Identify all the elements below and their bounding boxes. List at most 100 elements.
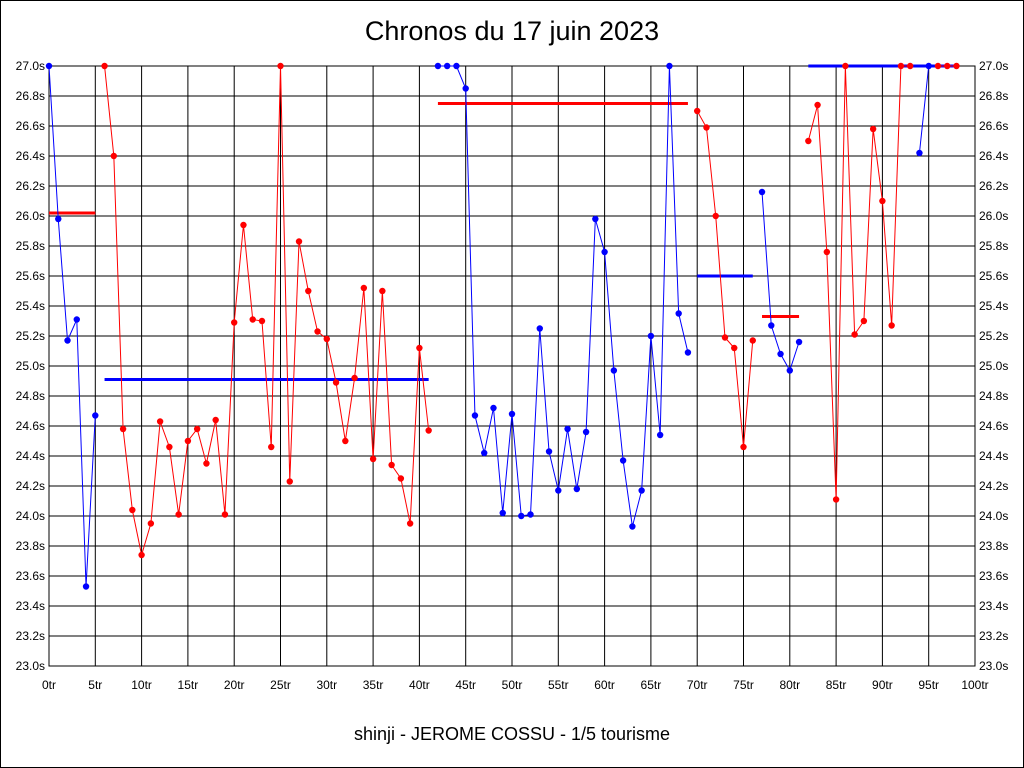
data-point <box>231 319 238 326</box>
x-tick-label: 90tr <box>872 678 893 692</box>
data-point <box>129 506 136 514</box>
data-point <box>805 137 812 145</box>
data-point <box>768 322 775 329</box>
data-point <box>443 62 451 70</box>
y-tick-label-left: 24.0s <box>16 509 45 523</box>
data-point <box>92 412 99 419</box>
y-tick-label-right: 25.0s <box>979 359 1008 373</box>
x-tick-label: 15tr <box>178 678 199 692</box>
y-tick-label-left: 23.6s <box>16 569 45 583</box>
data-point <box>666 62 673 70</box>
data-point <box>277 62 284 70</box>
x-tick-label: 0tr <box>42 678 56 692</box>
y-tick-label-left: 27.0s <box>16 59 45 73</box>
data-point <box>193 425 201 433</box>
data-point <box>258 317 266 325</box>
data-point <box>610 367 618 374</box>
x-tick-label: 65tr <box>641 678 662 692</box>
data-point <box>564 425 571 433</box>
data-point <box>888 322 895 329</box>
data-point <box>555 487 562 494</box>
y-tick-label-left: 25.4s <box>16 299 45 313</box>
y-tick-label-left: 26.0s <box>16 209 45 223</box>
data-point <box>712 212 719 220</box>
data-point <box>332 379 340 386</box>
y-tick-label-left: 24.8s <box>16 389 45 403</box>
data-point <box>55 215 62 223</box>
data-point <box>360 284 368 292</box>
x-tick-label: 20tr <box>224 678 245 692</box>
data-point <box>175 511 182 518</box>
data-point <box>481 449 488 457</box>
data-point <box>453 62 460 70</box>
y-tick-label-left: 23.0s <box>16 659 45 673</box>
data-point <box>619 457 627 464</box>
y-tick-label-left: 24.4s <box>16 449 45 463</box>
y-tick-label-left: 25.8s <box>16 239 45 253</box>
y-tick-label-right: 24.0s <box>979 509 1008 523</box>
x-tick-label: 5tr <box>88 678 102 692</box>
data-point <box>944 62 951 70</box>
data-point <box>471 412 479 419</box>
x-tick-label: 75tr <box>733 678 754 692</box>
data-point <box>601 248 608 256</box>
data-point <box>406 520 414 527</box>
data-point <box>592 215 599 223</box>
y-tick-label-left: 23.4s <box>16 599 45 613</box>
data-point <box>777 350 784 358</box>
y-tick-label-right: 25.2s <box>979 329 1008 343</box>
data-point <box>156 418 164 425</box>
data-point <box>110 152 118 160</box>
data-point <box>684 349 692 356</box>
data-point <box>379 287 386 295</box>
data-point <box>832 496 840 503</box>
data-point <box>675 310 682 317</box>
data-point <box>703 124 710 131</box>
data-point <box>268 443 275 451</box>
y-tick-label-left: 25.6s <box>16 269 45 283</box>
x-tick-label: 40tr <box>409 678 430 692</box>
y-tick-label-right: 23.0s <box>979 659 1008 673</box>
data-point <box>795 338 803 346</box>
data-point <box>462 85 469 92</box>
data-point <box>249 316 256 323</box>
y-tick-label-left: 26.4s <box>16 149 45 163</box>
y-tick-label-right: 26.4s <box>979 149 1008 163</box>
data-point <box>101 62 108 70</box>
y-tick-label-left: 26.8s <box>16 89 45 103</box>
data-point <box>869 125 877 133</box>
y-tick-label-right: 25.4s <box>979 299 1008 313</box>
x-tick-label: 60tr <box>594 678 615 692</box>
data-point <box>221 511 229 518</box>
data-point <box>814 101 821 109</box>
data-point <box>731 344 738 352</box>
data-point <box>369 455 377 463</box>
y-tick-label-right: 25.6s <box>979 269 1008 283</box>
average-lines <box>49 64 957 381</box>
series-line <box>48 65 96 587</box>
plot-area <box>48 65 976 667</box>
series-line <box>807 65 911 500</box>
data-point <box>305 287 312 295</box>
data-point <box>351 374 358 382</box>
y-axis-left-ticks: 23.0s 23.2s 23.4s 23.6s 23.8s 24.0s 24.2s 24.4s… <box>16 59 45 673</box>
y-tick-label-right: 23.6s <box>979 569 1008 583</box>
series <box>45 62 960 590</box>
data-point <box>916 149 923 157</box>
data-point <box>749 337 756 344</box>
data-point <box>786 367 793 374</box>
x-tick-label: 25tr <box>270 678 291 692</box>
x-tick-label: 70tr <box>687 678 708 692</box>
x-tick-label: 30tr <box>316 678 337 692</box>
x-tick-label: 95tr <box>918 678 939 692</box>
y-tick-label-left: 23.2s <box>16 629 45 643</box>
data-point <box>638 487 645 494</box>
data-point <box>860 317 868 325</box>
data-point <box>166 443 173 451</box>
data-point <box>934 62 942 70</box>
data-point <box>138 551 145 559</box>
x-tick-label: 100tr <box>961 678 988 692</box>
data-point <box>740 443 747 451</box>
y-tick-label-right: 25.8s <box>979 239 1008 253</box>
data-point <box>73 316 80 323</box>
